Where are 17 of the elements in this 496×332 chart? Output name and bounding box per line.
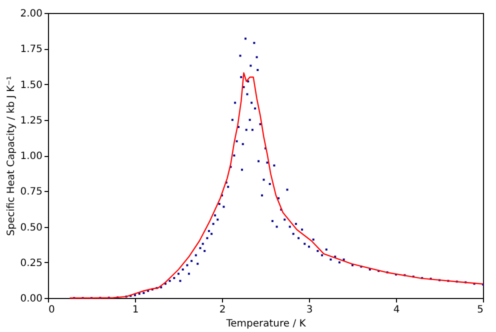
x-tick-label: 5	[477, 304, 484, 316]
x-axis-title: Temperature / K	[225, 318, 306, 330]
y-tick-label: 0.25	[20, 258, 42, 269]
y-tick-label: 0.50	[20, 222, 42, 234]
x-tick-label: 2	[219, 304, 226, 316]
y-tick-label: 0.75	[20, 186, 42, 198]
y-tick-label: 0.00	[20, 294, 42, 304]
x-tick-label: 3	[306, 304, 313, 316]
x-tick-label: 4	[393, 304, 400, 316]
y-tick-label: 2.00	[20, 8, 42, 20]
y-tick-label: 1.50	[20, 80, 42, 91]
x-tick-label: 1	[132, 304, 139, 316]
y-tick-label: 1.25	[20, 115, 42, 126]
y-tick-label: 1.00	[20, 151, 42, 162]
y-tick-label: 1.75	[20, 44, 42, 56]
x-tick-label: 0	[48, 304, 55, 316]
y-axis-title: Specific Heat Capacity / kb J K⁻¹	[6, 76, 18, 236]
